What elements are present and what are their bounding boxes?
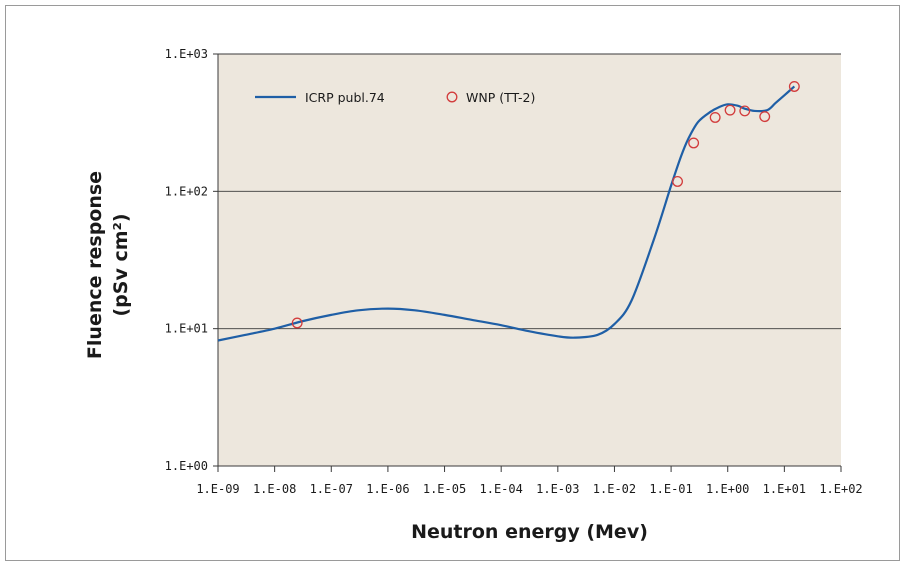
- y-tick-label: 1.E+00: [165, 459, 208, 473]
- legend-label-icrp: ICRP publ.74: [305, 90, 385, 105]
- data-point-wnp: [759, 111, 771, 123]
- series-line-icrp: [217, 85, 796, 342]
- legend-label-wnp: WNP (TT-2): [466, 90, 535, 105]
- x-axis-title: Neutron energy (Mev): [411, 521, 648, 543]
- y-axis-title-line2: (pSv cm²): [110, 213, 132, 316]
- x-axis-ticks: 1.E-09 1.E-08 1.E-07 1.E-06 1.E-05 1.E-04 1.E-…: [196, 466, 863, 496]
- data-point-wnp: [788, 81, 800, 92]
- legend-marker-swatch: [446, 91, 458, 103]
- x-tick-label: 1.E-09: [196, 482, 239, 496]
- y-axis-title-line1: Fluence response: [84, 171, 106, 359]
- axes: [217, 54, 841, 467]
- data-point-wnp: [709, 112, 721, 123]
- y-tick-label: 1.E+01: [165, 322, 208, 336]
- y-tick-label: 1.E+03: [165, 47, 208, 61]
- x-tick-label: 1.E+00: [706, 482, 749, 496]
- data-point-wnp: [724, 104, 736, 116]
- data-point-wnp: [672, 176, 683, 187]
- data-point-wnp: [688, 137, 700, 149]
- y-axis-title: Fluence response (pSv cm²): [84, 171, 132, 359]
- x-tick-label: 1.E-02: [593, 482, 636, 496]
- grid-lines: [218, 53, 841, 330]
- x-tick-label: 1.E-01: [649, 482, 692, 496]
- x-tick-label: 1.E-06: [366, 482, 409, 496]
- x-tick-label: 1.E+02: [819, 482, 862, 496]
- y-tick-label: 1.E+02: [165, 184, 208, 198]
- data-point-wnp: [739, 105, 751, 117]
- series-layer: [217, 81, 800, 342]
- x-tick-label: 1.E-05: [423, 482, 466, 496]
- plot-area: [218, 54, 841, 466]
- x-tick-label: 1.E-07: [310, 482, 353, 496]
- x-tick-label: 1.E-04: [480, 482, 523, 496]
- x-tick-label: 1.E-08: [253, 482, 296, 496]
- data-point-wnp: [291, 317, 303, 329]
- x-tick-label: 1.E-03: [536, 482, 579, 496]
- x-tick-label: 1.E+01: [763, 482, 806, 496]
- y-axis-ticks: 1.E+00 1.E+01 1.E+02 1.E+03: [165, 47, 218, 473]
- legend: ICRP publ.74 WNP (TT-2): [255, 90, 535, 105]
